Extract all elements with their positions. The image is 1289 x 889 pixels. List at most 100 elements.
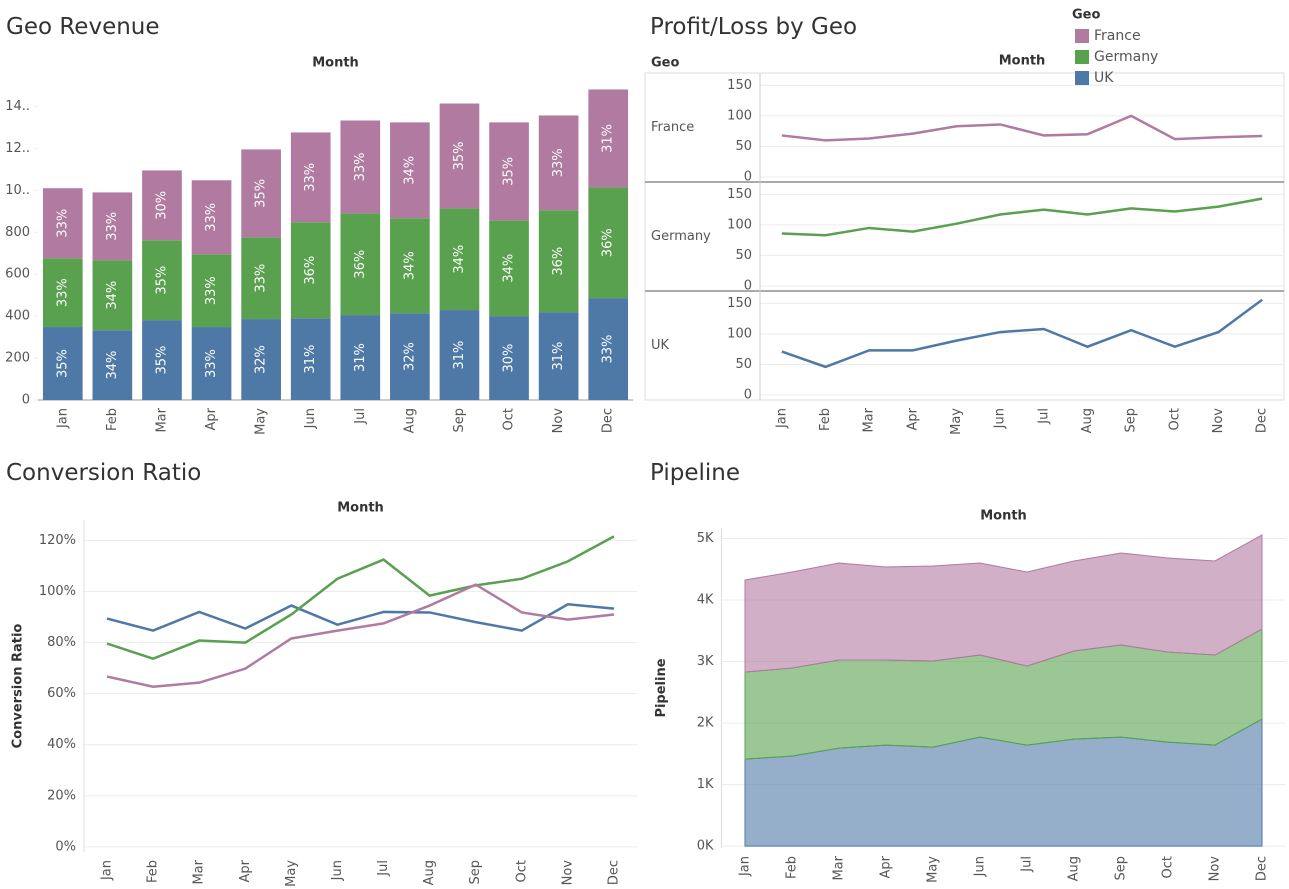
x-tick-label: Nov [1208,856,1223,882]
x-tick-label: Jan [774,408,789,429]
data-label: 35% [502,157,517,186]
bar-segment [538,115,579,211]
bar-segment [489,220,529,317]
y-tick-label: 200 [5,351,30,366]
row-label: France [651,120,694,135]
data-label: 32% [254,345,269,374]
y-tick-label: 1K [697,777,714,792]
bar-segment [42,188,83,259]
line [781,197,1263,237]
data-label: 34% [402,251,417,280]
x-tick-label: Jan [55,408,70,429]
x-tick-label: Dec [1255,408,1270,433]
bar-segment [241,319,281,400]
y-tick-label: 14.. [5,99,30,114]
y-tick-label: 150 [727,296,752,311]
bar-segment [340,315,381,400]
x-tick-label: Aug [1067,856,1082,881]
bar-segment [538,210,579,313]
y-tick-label: 0K [697,839,714,854]
x-tick-label: Nov [1211,408,1226,434]
data-label: 33% [204,276,219,305]
bar-segment [588,298,629,400]
x-tick-label: May [926,856,941,883]
y-tick-label: 0% [55,839,76,854]
y-tick-label: 0 [22,393,30,408]
bar-segment [142,240,182,321]
bar-segment [191,327,232,400]
x-tick-label: May [284,860,299,887]
y-tick-label: 5K [697,531,714,546]
x-tick-label: Aug [422,860,437,885]
x-tick-label: Mar [154,407,169,432]
data-label: 33% [601,335,616,364]
data-label: 35% [55,349,70,378]
y-tick-label: 0 [744,169,752,184]
bar-segment [489,122,529,221]
x-tick-label: Jan [738,856,753,877]
x-axis-title: Month [312,56,359,71]
bar-segment [340,213,381,316]
area [744,534,1263,673]
bar-segment [290,222,331,319]
bar-segment [191,254,232,328]
bar-segment [241,237,281,320]
y-tick-label: 0 [744,387,752,402]
y-tick-label: 150 [727,78,752,93]
bar-segment [489,316,529,400]
y-tick-label: 60% [47,686,76,701]
bar-segment [439,103,480,209]
y-axis-title: Conversion Ratio [11,624,26,749]
x-tick-label: Jul [353,408,368,425]
legend-label: France [1094,28,1141,44]
data-label: 34% [105,351,120,380]
data-label: 31% [551,342,566,371]
line [781,298,1263,369]
x-tick-label: Jun [303,408,318,429]
y-tick-label: 50 [735,357,752,372]
legend-label: Germany [1094,49,1158,65]
bar-segment [290,132,331,223]
row-label: UK [651,338,670,353]
x-tick-label: May [949,408,964,435]
data-label: 35% [452,141,467,170]
data-label: 33% [55,278,70,307]
x-tick-label: Sep [1124,408,1139,433]
y-tick-label: 2K [697,716,714,731]
bar-segment [588,187,629,299]
line [106,602,615,632]
chart-title: Profit/Loss by Geo [650,14,857,40]
legend-title: Geo [1072,8,1100,23]
x-tick-label: Oct [1161,856,1176,878]
bar-segment [390,313,430,400]
y-tick-label: 10.. [5,183,30,198]
x-tick-label: Oct [1167,408,1182,430]
bar-segment [42,258,83,328]
bar-segment [390,122,430,219]
x-axis-title: Month [337,501,384,516]
data-label: 36% [551,247,566,276]
row-header: Geo [651,56,679,71]
x-tick-label: Jun [993,408,1008,429]
line [106,583,615,689]
x-tick-label: Mar [192,859,207,884]
y-tick-label: 50 [735,248,752,263]
y-tick-label: 3K [697,654,714,669]
x-tick-label: Jun [973,856,988,877]
y-tick-label: 400 [5,309,30,324]
data-label: 33% [303,163,318,192]
x-tick-label: Jan [100,860,115,881]
data-label: 34% [105,281,120,310]
y-tick-label: 100 [727,217,752,232]
x-tick-label: Dec [601,408,616,433]
legend-swatch [1075,50,1089,64]
data-label: 35% [254,179,269,208]
x-tick-label: May [254,408,269,435]
bar-segment [538,312,579,400]
bar-segment [191,180,232,255]
data-label: 30% [502,344,517,373]
facet-frame [644,72,1285,401]
data-label: 36% [601,228,616,257]
data-label: 36% [303,256,318,285]
chart-title: Geo Revenue [6,14,160,40]
